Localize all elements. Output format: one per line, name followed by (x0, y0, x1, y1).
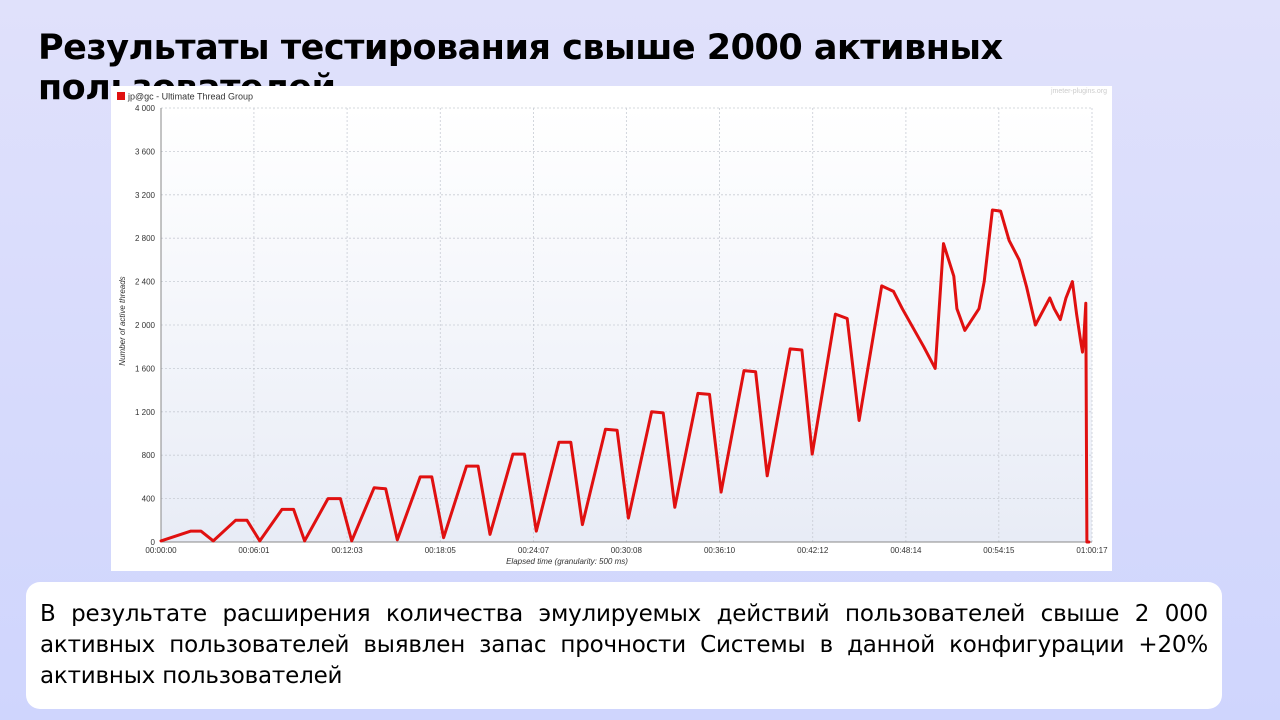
y-tick-label: 2 800 (135, 234, 156, 243)
x-tick-label: 01:00:17 (1076, 546, 1108, 555)
y-tick-label: 3 600 (135, 147, 156, 156)
y-tick-label: 2 400 (135, 278, 156, 287)
x-tick-label: 00:48:14 (890, 546, 922, 555)
x-tick-label: 00:12:03 (332, 546, 364, 555)
chart-grid (160, 107, 1093, 543)
legend-swatch (117, 92, 125, 100)
x-axis-label: Elapsed time (granularity: 500 ms) (506, 557, 628, 566)
y-tick-label: 1 200 (135, 408, 156, 417)
chart-legend: jp@gc - Ultimate Thread Group (117, 92, 253, 102)
x-tick-label: 00:36:10 (704, 546, 736, 555)
x-tick-label: 00:42:12 (797, 546, 829, 555)
y-ticks: 0 400 800 1 200 1 600 2 000 2 400 2 800 3 200 3 6… (135, 104, 156, 547)
watermark-text: jmeter-plugins.org (1050, 88, 1107, 95)
x-tick-label: 00:06:01 (238, 546, 270, 555)
y-tick-label: 0 (151, 538, 156, 547)
x-ticks: 00:00:00 00:06:01 00:12:03 00:18:05 00:24:07… (145, 546, 1108, 555)
chart-frame: 0 400 800 1 200 1 600 2 000 2 400 2 800 3 200 3 6… (111, 86, 1112, 571)
legend-entry: jp@gc - Ultimate Thread Group (127, 92, 253, 102)
y-axis-label: Number of active threads (118, 276, 127, 365)
x-tick-label: 00:54:15 (983, 546, 1015, 555)
y-tick-label: 3 200 (135, 191, 156, 200)
x-tick-label: 00:00:00 (145, 546, 177, 555)
series-layer (159, 208, 1091, 544)
x-tick-label: 00:24:07 (518, 546, 550, 555)
y-tick-label: 1 600 (135, 364, 156, 373)
line-chart: 0 400 800 1 200 1 600 2 000 2 400 2 800 3 200 3 6… (117, 88, 1108, 566)
x-tick-label: 00:30:08 (611, 546, 643, 555)
y-tick-label: 400 (142, 495, 156, 504)
x-tick-label: 00:18:05 (425, 546, 457, 555)
y-tick-label: 800 (142, 451, 156, 460)
y-tick-label: 4 000 (135, 104, 156, 113)
description-box: В результате расширения количества эмули… (26, 582, 1222, 709)
y-tick-label: 2 000 (135, 321, 156, 330)
description-text: В результате расширения количества эмули… (40, 601, 1208, 689)
chart-axes (160, 108, 1092, 543)
series-line (159, 208, 1091, 544)
